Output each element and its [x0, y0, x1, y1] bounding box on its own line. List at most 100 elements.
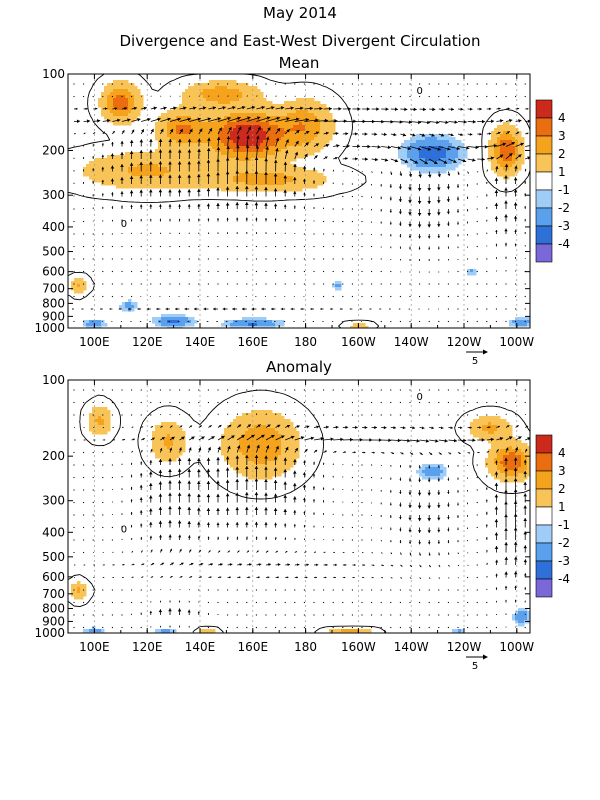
shade-cell — [500, 419, 504, 423]
shade-cell — [200, 173, 204, 177]
shade-cell — [221, 158, 225, 162]
shade-cell — [203, 83, 207, 87]
shade-cell — [266, 125, 270, 129]
shade-cell — [200, 95, 204, 99]
shade-cell — [512, 170, 516, 174]
wind-vector — [284, 270, 286, 273]
wind-arrowhead — [247, 116, 251, 120]
wind-arrowhead — [302, 165, 307, 169]
shade-cell — [212, 89, 216, 93]
shade-cell — [248, 149, 252, 153]
shade-cell — [311, 182, 315, 186]
shade-cell — [206, 146, 210, 150]
wind-vector — [198, 270, 200, 273]
shade-cell — [221, 104, 225, 108]
shade-cell — [119, 182, 123, 186]
shade-cell — [164, 434, 168, 438]
wind-vector — [438, 83, 440, 85]
shade-cell — [254, 95, 258, 99]
shade-cell — [248, 131, 252, 135]
shade-cell — [317, 176, 321, 180]
shade-cell — [407, 140, 411, 144]
shade-cell — [500, 158, 504, 162]
shade-cell — [527, 323, 530, 327]
shade-cell — [203, 119, 207, 123]
shade-cell — [476, 434, 480, 438]
shade-cell — [437, 161, 441, 165]
shade-cell — [212, 185, 216, 189]
shade-cell — [197, 116, 201, 120]
shade-cell — [116, 185, 120, 189]
shade-cell — [173, 437, 177, 441]
shade-cell — [131, 176, 135, 180]
shade-cell — [203, 167, 207, 171]
shade-cell — [260, 323, 264, 327]
shade-cell — [155, 170, 159, 174]
shade-cell — [164, 113, 168, 117]
shade-cell — [134, 101, 138, 105]
wind-arrowhead — [236, 217, 239, 220]
shade-cell — [131, 161, 135, 165]
shade-cell — [233, 440, 237, 444]
shade-cell — [398, 149, 402, 153]
shade-cell — [200, 185, 204, 189]
shade-cell — [323, 116, 327, 120]
shade-cell — [188, 119, 192, 123]
shade-cell — [287, 134, 291, 138]
wind-vector — [505, 295, 507, 298]
shade-cell — [182, 437, 186, 441]
wind-vector — [236, 270, 238, 273]
wind-vector — [342, 295, 344, 298]
shade-cell — [509, 428, 513, 432]
wind-vector — [121, 295, 123, 298]
shade-cell — [260, 95, 264, 99]
shade-cell — [122, 86, 126, 90]
shade-cell — [227, 128, 231, 132]
shade-cell — [281, 161, 285, 165]
wind-vector — [265, 83, 267, 85]
wind-arrowhead — [371, 222, 372, 223]
shade-cell — [302, 137, 306, 141]
shade-cell — [134, 113, 138, 117]
shade-cell — [278, 134, 282, 138]
shade-cell — [248, 143, 252, 147]
wind-arrowhead — [241, 105, 246, 110]
colorbar-label: 2 — [558, 147, 566, 161]
shade-cell — [503, 122, 507, 126]
shade-cell — [434, 155, 438, 159]
wind-vector — [332, 233, 334, 235]
wind-arrowhead — [312, 180, 316, 183]
shade-cell — [401, 155, 405, 159]
wind-arrowhead — [499, 154, 504, 158]
shade-cell — [116, 83, 120, 87]
shade-cell — [98, 167, 102, 171]
shade-cell — [314, 137, 318, 141]
shade-cell — [188, 86, 192, 90]
shade-cell — [260, 170, 264, 174]
shade-cell — [98, 158, 102, 162]
wind-vector — [476, 270, 478, 273]
shade-cell — [257, 134, 261, 138]
wind-arrowhead — [216, 158, 220, 162]
shade-cell — [290, 170, 294, 174]
shade-cell — [449, 161, 453, 165]
shade-cell — [134, 161, 138, 165]
shade-cell — [86, 320, 90, 324]
shade-cell — [233, 176, 237, 180]
shade-cell — [278, 419, 282, 423]
wind-arrowhead — [466, 210, 469, 212]
shade-cell — [170, 143, 174, 147]
shade-cell — [506, 176, 510, 180]
shade-cell — [488, 416, 492, 420]
shade-cell — [182, 314, 186, 318]
shade-cell — [209, 137, 213, 141]
shade-cell — [494, 428, 498, 432]
wind-arrowhead — [446, 199, 451, 202]
shade-cell — [146, 164, 150, 168]
wind-arrowhead — [179, 95, 181, 97]
shade-cell — [110, 86, 114, 90]
shade-cell — [215, 158, 219, 162]
shade-cell — [275, 110, 279, 114]
shade-cell — [161, 323, 165, 327]
